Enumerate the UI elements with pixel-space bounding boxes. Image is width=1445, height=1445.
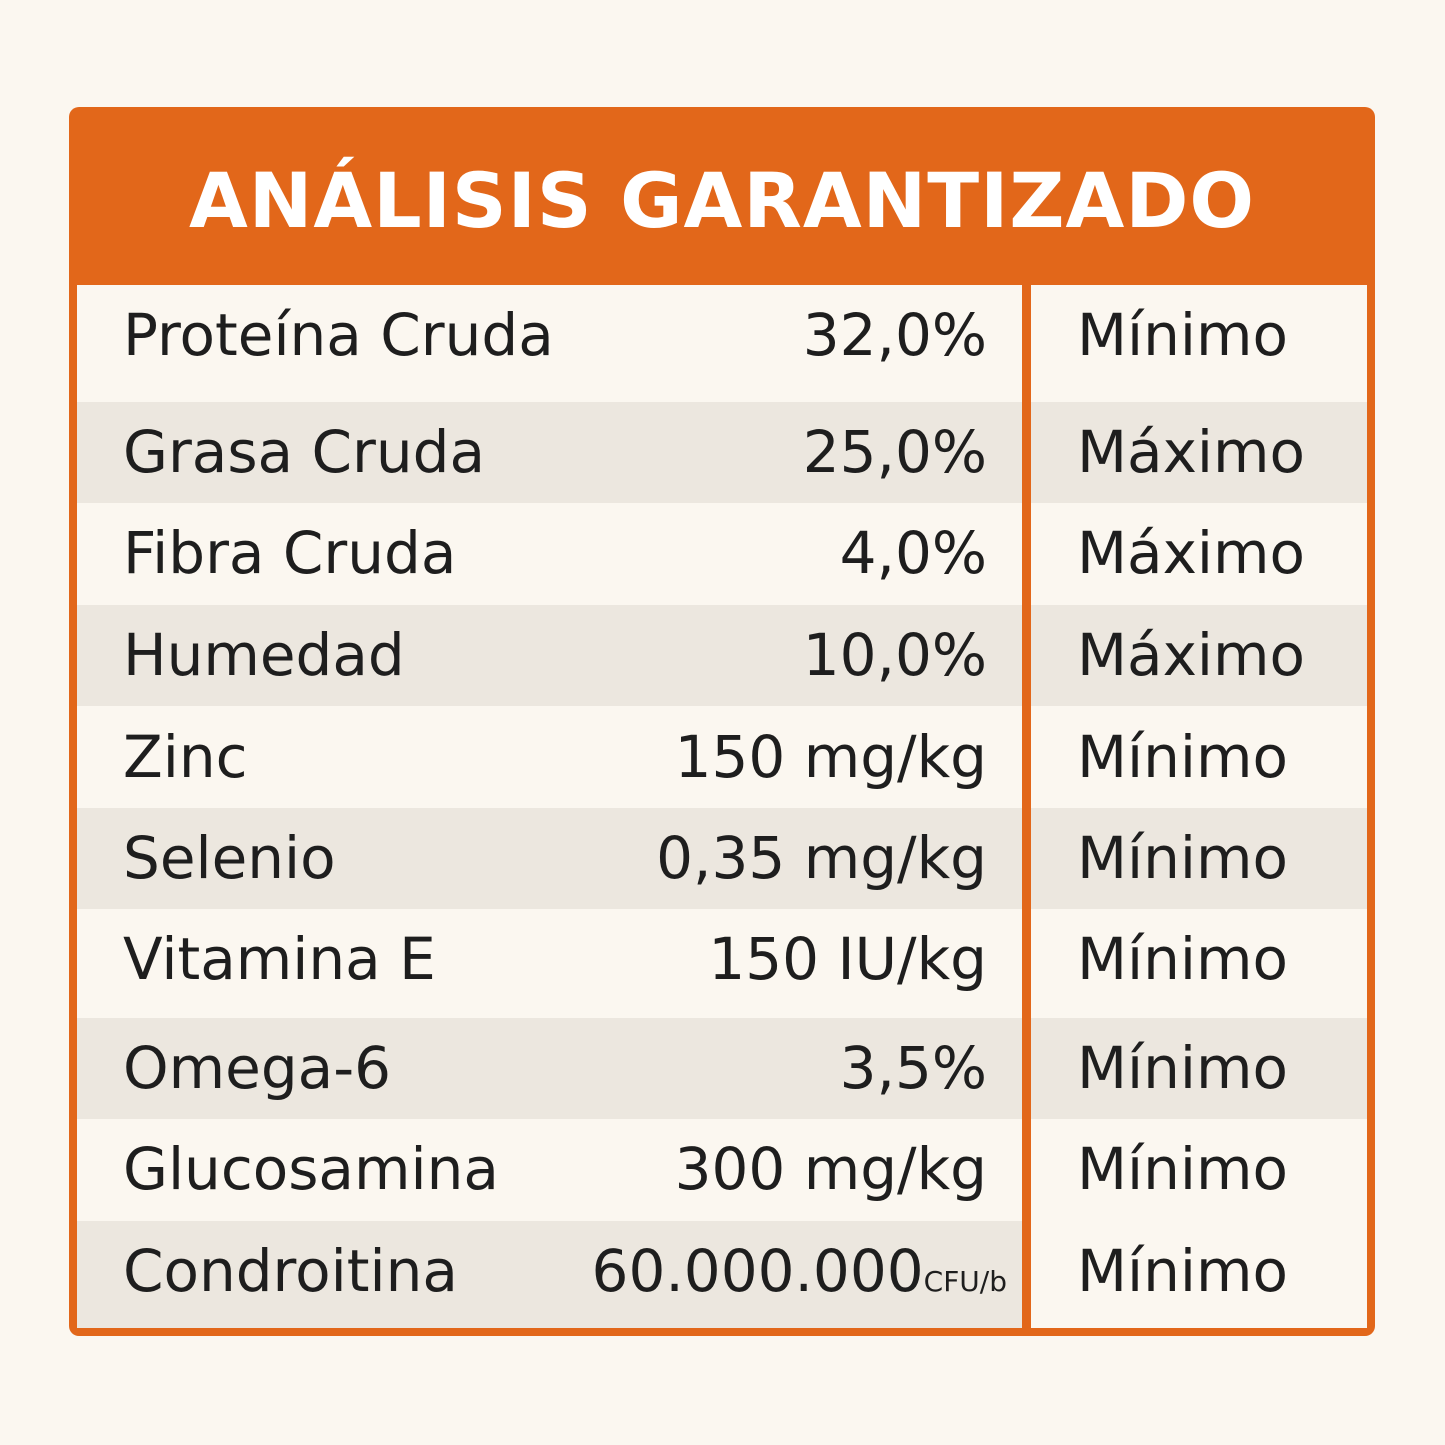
- nutrient-name: Omega-6: [123, 1034, 392, 1102]
- table-row: Vitamina E 150 IU/kg Mínimo: [77, 909, 1367, 1010]
- nutrient-name: Vitamina E: [123, 925, 436, 993]
- nutrient-value: 25,0%: [802, 418, 987, 486]
- nutrient-basis: Mínimo: [1077, 301, 1289, 369]
- nutrient-name: Grasa Cruda: [123, 418, 485, 486]
- nutrient-basis: Mínimo: [1077, 723, 1289, 791]
- nutrient-basis: Máximo: [1077, 519, 1306, 587]
- table-row: Selenio 0,35 mg/kg Mínimo: [77, 808, 1367, 909]
- nutrient-value: 32,0%: [802, 301, 987, 369]
- analysis-table: Proteína Cruda 32,0% Mínimo Grasa Cruda …: [77, 285, 1367, 1328]
- nutrient-value: 3,5%: [839, 1034, 987, 1102]
- table-row: Humedad 10,0% Máximo: [77, 605, 1367, 706]
- nutrient-basis: Mínimo: [1077, 1135, 1289, 1203]
- table-row: Condroitina 60.000.000CFU/b Mínimo: [77, 1221, 1367, 1328]
- nutrient-basis: Mínimo: [1077, 824, 1289, 892]
- panel-title: ANÁLISIS GARANTIZADO: [188, 155, 1256, 245]
- column-divider: [1022, 285, 1031, 1328]
- nutrient-name: Glucosamina: [123, 1135, 499, 1203]
- nutrient-basis: Máximo: [1077, 621, 1306, 689]
- nutrient-value: 60.000.000CFU/b: [591, 1237, 1007, 1305]
- nutrient-basis: Mínimo: [1077, 1034, 1289, 1102]
- nutrient-value: 10,0%: [802, 621, 987, 689]
- nutrient-name: Fibra Cruda: [123, 519, 457, 587]
- table-row: Fibra Cruda 4,0% Máximo: [77, 503, 1367, 604]
- table-row: Omega-6 3,5% Mínimo: [77, 1018, 1367, 1119]
- nutrient-name: Selenio: [123, 824, 336, 892]
- nutrient-value: 4,0%: [839, 519, 987, 587]
- nutrient-name: Proteína Cruda: [123, 301, 554, 369]
- table-row: Grasa Cruda 25,0% Máximo: [77, 402, 1367, 503]
- table-row: Proteína Cruda 32,0% Mínimo: [77, 285, 1367, 386]
- nutrient-value: 150 mg/kg: [674, 723, 987, 791]
- table-row: Glucosamina 300 mg/kg Mínimo: [77, 1119, 1367, 1220]
- nutrient-name: Zinc: [123, 723, 248, 791]
- nutrient-value: 0,35 mg/kg: [656, 824, 987, 892]
- guaranteed-analysis-panel: ANÁLISIS GARANTIZADO Proteína Cruda 32,0…: [69, 107, 1375, 1336]
- nutrient-name: Condroitina: [123, 1237, 458, 1305]
- nutrient-basis: Máximo: [1077, 418, 1306, 486]
- nutrient-basis: Mínimo: [1077, 1237, 1289, 1305]
- nutrient-value: 150 IU/kg: [708, 925, 987, 993]
- nutrient-name: Humedad: [123, 621, 405, 689]
- table-row: Zinc 150 mg/kg Mínimo: [77, 707, 1367, 808]
- nutrient-basis: Mínimo: [1077, 925, 1289, 993]
- nutrient-value: 300 mg/kg: [674, 1135, 987, 1203]
